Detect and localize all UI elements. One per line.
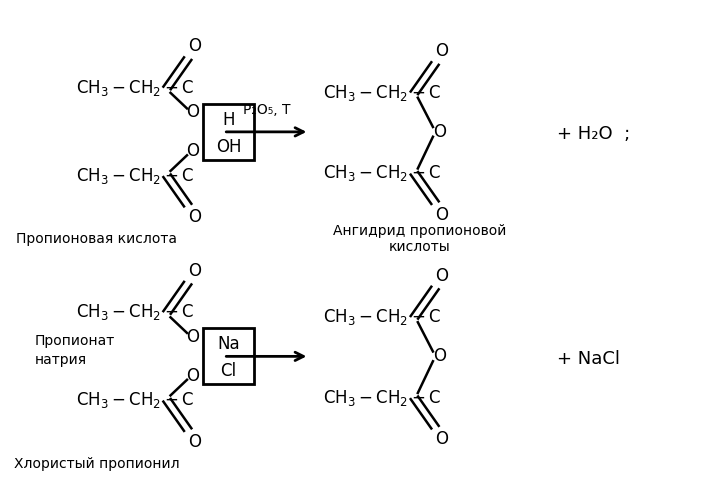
Text: Ангидрид пропионовой
кислоты: Ангидрид пропионовой кислоты xyxy=(332,224,506,254)
Text: $\mathrm{CH_3-CH_2-C}$: $\mathrm{CH_3-CH_2-C}$ xyxy=(76,302,193,322)
Text: Хлористый пропионил: Хлористый пропионил xyxy=(13,457,179,471)
Text: O: O xyxy=(186,142,199,160)
Text: O: O xyxy=(188,433,201,451)
Text: O: O xyxy=(435,42,449,60)
Text: OH: OH xyxy=(216,137,241,155)
Text: Пропионат
натрия: Пропионат натрия xyxy=(34,334,115,367)
Text: O: O xyxy=(186,328,199,346)
Text: O: O xyxy=(188,262,201,280)
Text: $\mathrm{CH_3-CH_2-C}$: $\mathrm{CH_3-CH_2-C}$ xyxy=(76,78,193,98)
Text: $\mathrm{CH_3-CH_2-C}$: $\mathrm{CH_3-CH_2-C}$ xyxy=(323,307,441,327)
Text: O: O xyxy=(435,430,449,448)
Bar xyxy=(203,104,254,160)
Text: + H₂O  ;: + H₂O ; xyxy=(557,125,629,143)
Text: $\mathrm{CH_3-CH_2-C}$: $\mathrm{CH_3-CH_2-C}$ xyxy=(323,163,441,183)
Text: O: O xyxy=(433,348,447,366)
Bar xyxy=(203,328,254,384)
Text: O: O xyxy=(435,267,449,285)
Text: + NaCl: + NaCl xyxy=(557,350,620,368)
Text: Пропионовая кислота: Пропионовая кислота xyxy=(16,232,177,246)
Text: Cl: Cl xyxy=(221,362,237,380)
Text: O: O xyxy=(186,104,199,122)
Text: $\mathrm{CH_3-CH_2-C}$: $\mathrm{CH_3-CH_2-C}$ xyxy=(323,83,441,103)
Text: $\mathrm{CH_3-CH_2-C}$: $\mathrm{CH_3-CH_2-C}$ xyxy=(323,388,441,408)
Text: O: O xyxy=(188,208,201,226)
Text: Na: Na xyxy=(217,335,240,353)
Text: H: H xyxy=(222,111,235,128)
Text: O: O xyxy=(186,367,199,385)
Text: $\mathrm{CH_3-CH_2-C}$: $\mathrm{CH_3-CH_2-C}$ xyxy=(76,390,193,410)
Text: P₂O₅, T: P₂O₅, T xyxy=(243,103,290,117)
Text: O: O xyxy=(188,37,201,55)
Text: O: O xyxy=(435,206,449,224)
Text: $\mathrm{CH_3-CH_2-C}$: $\mathrm{CH_3-CH_2-C}$ xyxy=(76,166,193,186)
Text: O: O xyxy=(433,123,447,141)
